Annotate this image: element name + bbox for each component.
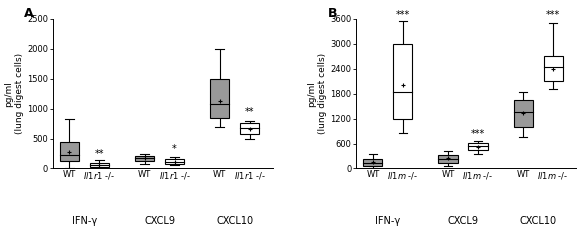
Text: CXCL10: CXCL10 <box>520 216 557 227</box>
Text: IFN-γ: IFN-γ <box>375 216 400 227</box>
Bar <box>513 100 533 127</box>
Text: CXCL10: CXCL10 <box>216 216 253 227</box>
Text: **: ** <box>95 149 104 159</box>
Text: *: * <box>172 144 177 154</box>
Bar <box>210 79 229 117</box>
Bar <box>135 156 154 161</box>
Y-axis label: pg/ml
(lung digest cells): pg/ml (lung digest cells) <box>308 53 328 134</box>
Text: CXCL9: CXCL9 <box>447 216 479 227</box>
Text: ***: *** <box>396 10 410 20</box>
Text: A: A <box>24 7 34 20</box>
Text: **: ** <box>245 107 255 117</box>
Bar <box>393 44 412 119</box>
Text: CXCL9: CXCL9 <box>144 216 175 227</box>
Bar <box>363 159 382 166</box>
Bar <box>90 163 109 167</box>
Text: ***: *** <box>471 129 485 139</box>
Text: IFN-γ: IFN-γ <box>72 216 97 227</box>
Bar <box>165 159 184 164</box>
Bar <box>439 155 457 163</box>
Bar <box>60 142 79 161</box>
Text: ***: *** <box>546 10 560 20</box>
Y-axis label: pg/ml
(lung digest cells): pg/ml (lung digest cells) <box>4 53 24 134</box>
Bar <box>544 56 563 81</box>
Text: B: B <box>328 7 338 20</box>
Bar <box>469 143 487 150</box>
Bar <box>240 123 259 134</box>
